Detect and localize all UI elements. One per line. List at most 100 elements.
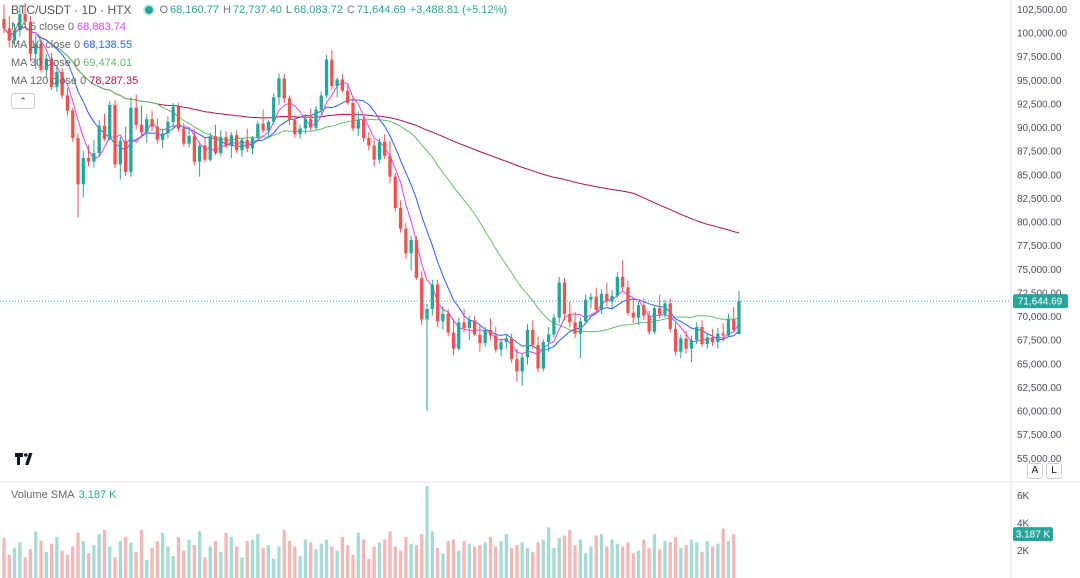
volume-bar — [203, 557, 207, 578]
candle — [488, 318, 493, 341]
candle — [710, 328, 715, 346]
ma5-legend[interactable]: MA 5 close 0 68,883.74 — [11, 21, 126, 33]
volume-bar — [504, 534, 508, 578]
volume-bar — [425, 486, 429, 578]
volume-bar — [187, 539, 191, 578]
ma120-value: 78,287.35 — [89, 75, 139, 87]
candle — [562, 277, 567, 321]
symbol-title[interactable]: BTC/USDT · 1D · HTX — [11, 3, 132, 17]
volume-bar — [615, 543, 620, 578]
candle — [737, 290, 741, 335]
volume-bar — [467, 543, 471, 578]
volume-bar — [679, 547, 683, 578]
volume-bar — [113, 557, 117, 578]
volume-bar — [435, 547, 440, 578]
volume-bar — [330, 546, 334, 578]
volume-bar — [462, 540, 466, 578]
candle — [282, 73, 286, 104]
volume-bar — [256, 534, 260, 578]
candle — [658, 294, 662, 319]
candle — [652, 305, 657, 335]
change-value: +3,488.81 (+5.12%) — [409, 4, 508, 16]
candle — [409, 235, 413, 271]
ma10-legend[interactable]: MA 10 close 0 68,138.55 — [11, 39, 132, 51]
candle — [705, 333, 709, 349]
volume-bar — [420, 534, 424, 578]
ma30-legend[interactable]: MA 30 close 0 69,474.01 — [11, 57, 132, 69]
ma30-line — [3, 26, 740, 333]
volume-bar — [578, 539, 583, 578]
tradingview-logo[interactable] — [14, 450, 38, 468]
volume-bar — [499, 540, 503, 578]
candle — [166, 116, 170, 138]
volume-bar — [60, 550, 64, 578]
volume-bar — [340, 536, 345, 578]
price-tick-label: 100,000.00 — [1017, 29, 1067, 40]
candle — [314, 105, 318, 131]
volume-bar — [430, 531, 434, 578]
chevron-up-icon: ⌃ — [19, 96, 27, 106]
candle — [118, 137, 122, 180]
candle — [420, 271, 424, 326]
close-label: C — [346, 4, 355, 16]
volume-bar — [536, 542, 540, 578]
candle — [615, 272, 620, 298]
candle — [367, 132, 371, 151]
log-scale-button[interactable]: L — [1046, 463, 1062, 479]
price-tick-label: 57,500.00 — [1017, 430, 1062, 441]
candle — [578, 317, 583, 359]
volume-bar — [303, 539, 308, 578]
volume-bar — [23, 557, 27, 578]
volume-bar — [150, 547, 154, 578]
candle — [541, 339, 545, 372]
volume-bar — [509, 547, 514, 578]
candle — [108, 101, 112, 141]
volume-bar — [541, 539, 545, 578]
candle — [462, 309, 466, 333]
candle — [250, 136, 255, 155]
volume-legend[interactable]: Volume SMA 3.187 K — [11, 489, 117, 501]
candle — [398, 200, 403, 233]
volume-bar — [12, 547, 17, 578]
volume-bar — [71, 546, 75, 578]
volume-bar — [599, 534, 604, 578]
volume-bar — [388, 531, 392, 578]
volume-last-label: 3.187 K — [1016, 530, 1051, 541]
price-axis[interactable]: 55,000.00 57,500.00 60,000.00 62,500.00 65,0… — [1017, 5, 1067, 465]
ma120-legend[interactable]: MA 120 close 0 78,287.35 — [11, 75, 138, 87]
candle — [39, 39, 43, 73]
volume-bar — [726, 540, 731, 578]
candle — [213, 124, 218, 155]
price-tick-label: 87,500.00 — [1017, 147, 1062, 158]
volume-bar — [102, 530, 107, 578]
volume-bar — [621, 546, 625, 578]
volume-bar — [81, 540, 85, 578]
volume-bar — [383, 539, 387, 578]
candle — [536, 336, 540, 373]
volume-bar — [377, 542, 382, 578]
ma10-name: MA 10 close 0 — [11, 39, 81, 51]
collapse-legend-button[interactable]: ⌃ — [11, 93, 35, 109]
auto-scale-button[interactable]: A — [1027, 463, 1043, 479]
candle — [97, 120, 101, 157]
open-value: 68,160.77 — [170, 4, 219, 16]
volume-bar — [568, 530, 572, 578]
candle — [102, 113, 107, 141]
volume-bar — [351, 554, 355, 578]
candle — [668, 298, 672, 333]
volume-bar — [324, 539, 329, 578]
volume-bar — [65, 554, 70, 578]
volume-bar — [372, 546, 376, 578]
price-tick-label: 92,500.00 — [1017, 99, 1062, 110]
candle — [684, 330, 688, 354]
candle — [441, 306, 445, 330]
volume-label: Volume SMA — [11, 489, 75, 501]
ma30-value: 69,474.01 — [83, 57, 133, 69]
ma5-value: 68,883.74 — [77, 21, 126, 33]
candle — [176, 103, 181, 132]
candle — [182, 122, 186, 147]
volume-axis[interactable]: 2K 4K 6K — [1017, 491, 1030, 557]
candle — [340, 73, 345, 93]
candle — [23, 2, 27, 26]
